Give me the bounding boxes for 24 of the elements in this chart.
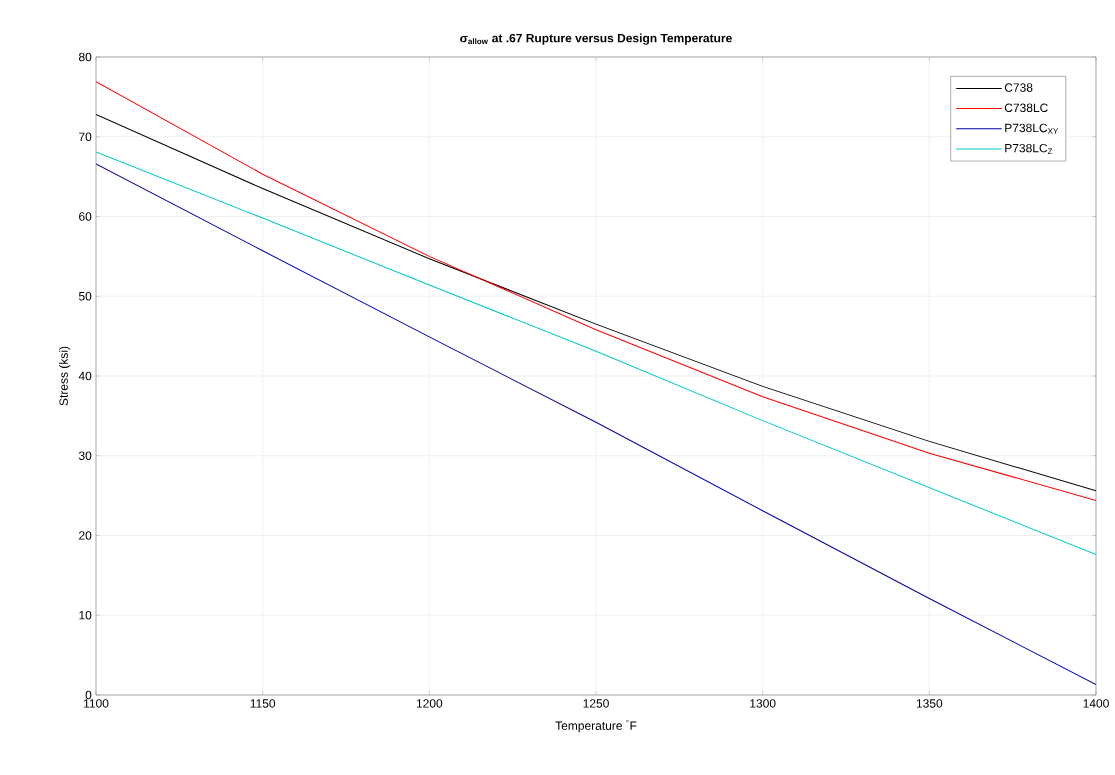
legend-label: P738LC$_{Z}$ [1005,143,1053,155]
x-tick-label: 1400 [1083,699,1109,708]
y-tick-label: 20 [79,531,92,540]
legend-label: C738LC [1004,103,1048,112]
y-tick-label: 80 [78,52,92,62]
y-tick-label: 10 [79,610,92,620]
x-axis-title: Temperature $^{°}$F [555,719,637,733]
chart-title: σ$_{allow}$ at .67 Rupture versus Design Temperature [460,33,732,45]
x-tick-label: 1300 [750,699,776,708]
x-tick-label: 1200 [416,699,443,708]
y-tick-label: 30 [78,451,92,460]
x-tick-label: 1150 [250,699,276,708]
x-tick-label: 1350 [916,699,943,708]
y-tick-label: 60 [79,212,92,221]
legend-label: P738LC$_{XY}$ [1005,123,1059,134]
y-tick-label: 70 [79,132,92,141]
y-tick-label: 50 [78,292,92,301]
line-series [96,163,1096,686]
y-axis-title: Stress (ksi) [59,346,71,406]
y-tick-label: 0 [85,690,92,700]
legend-label: C738 [1004,83,1033,92]
y-tick-label: 40 [78,371,92,381]
x-tick-label: 1250 [583,699,609,708]
x-tick-label: 1100 [84,699,109,708]
